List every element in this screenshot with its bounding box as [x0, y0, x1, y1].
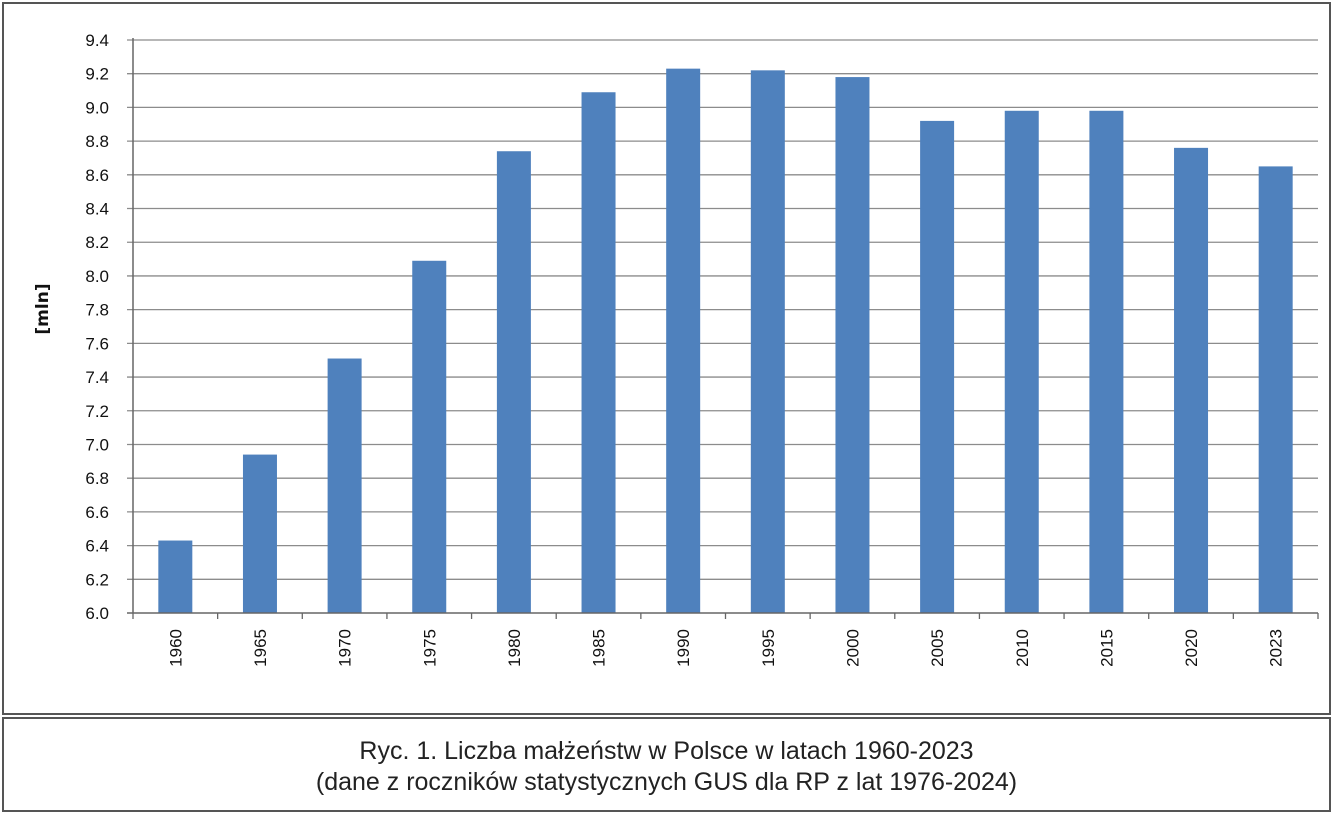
bar	[412, 260, 447, 613]
x-tick-label: 1975	[420, 629, 439, 667]
y-axis-label: [mln]	[33, 283, 53, 334]
bar	[327, 358, 362, 613]
y-tick-label: 6.0	[85, 604, 109, 623]
x-tick-label: 1995	[759, 629, 778, 667]
figure-caption: Ryc. 1. Liczba małżeństw w Polsce w lata…	[2, 717, 1331, 812]
y-tick-label: 7.4	[85, 368, 109, 387]
bar	[158, 540, 193, 613]
y-tick-label: 9.2	[85, 65, 109, 84]
gridlines	[127, 39, 1318, 580]
y-tick-label: 8.8	[85, 132, 109, 151]
x-tick-label: 1980	[505, 629, 524, 667]
x-tick-label: 1970	[336, 629, 355, 667]
y-tick-label: 8.4	[85, 200, 109, 219]
bar	[750, 70, 785, 613]
y-tick-label: 6.8	[85, 469, 109, 488]
bar	[1174, 147, 1209, 613]
x-tick-label: 1985	[590, 629, 609, 667]
bar	[581, 92, 616, 613]
x-tick-label: 2010	[1013, 629, 1032, 667]
y-tick-label: 7.8	[85, 301, 109, 320]
y-tick-label: 8.2	[85, 233, 109, 252]
x-tick-labels: 1960 1965 1970 1975 1980 1985 1990 1995 2000 2005…	[166, 629, 1285, 667]
bar	[1089, 110, 1124, 614]
x-tick-label: 1960	[166, 629, 185, 667]
x-tick-label: 2015	[1097, 629, 1116, 667]
x-tick-label: 2000	[843, 629, 862, 667]
axes	[127, 38, 1319, 619]
bar	[496, 151, 531, 613]
chart-frame: 6.0 6.2 6.4 6.6 6.8 7.0 7.2 7.4 7.6 7.8 8.0 8.2 8.4 8…	[2, 2, 1331, 715]
y-tick-label: 6.2	[85, 570, 109, 589]
bar	[920, 120, 955, 614]
bar	[1258, 166, 1293, 613]
y-tick-label: 7.2	[85, 402, 109, 421]
bars	[158, 68, 1293, 614]
bar	[1004, 110, 1039, 614]
y-tick-label: 9.0	[85, 98, 109, 117]
y-tick-label: 9.4	[85, 31, 109, 50]
y-tick-label: 7.0	[85, 435, 109, 454]
bar	[835, 77, 870, 613]
x-tick-label: 2020	[1182, 629, 1201, 667]
y-tick-label: 8.6	[85, 166, 109, 185]
y-tick-label: 8.0	[85, 267, 109, 286]
y-tick-labels: 6.0 6.2 6.4 6.6 6.8 7.0 7.2 7.4 7.6 7.8 8.0 8.2 8.4 8…	[85, 31, 109, 623]
x-tick-label: 2023	[1267, 629, 1286, 667]
y-tick-label: 7.6	[85, 334, 109, 353]
x-tick-label: 1965	[251, 629, 270, 667]
y-tick-label: 6.6	[85, 503, 109, 522]
y-tick-label: 6.4	[85, 537, 109, 556]
caption-title: Ryc. 1. Liczba małżeństw w Polsce w lata…	[359, 737, 974, 765]
caption-source: (dane z roczników statystycznych GUS dla…	[315, 768, 1018, 796]
bar	[242, 454, 277, 613]
bar-chart: 6.0 6.2 6.4 6.6 6.8 7.0 7.2 7.4 7.6 7.8 8.0 8.2 8.4 8…	[33, 31, 1319, 667]
x-tick-label: 1990	[674, 629, 693, 667]
bar	[666, 68, 701, 613]
x-tick-label: 2005	[928, 629, 947, 667]
